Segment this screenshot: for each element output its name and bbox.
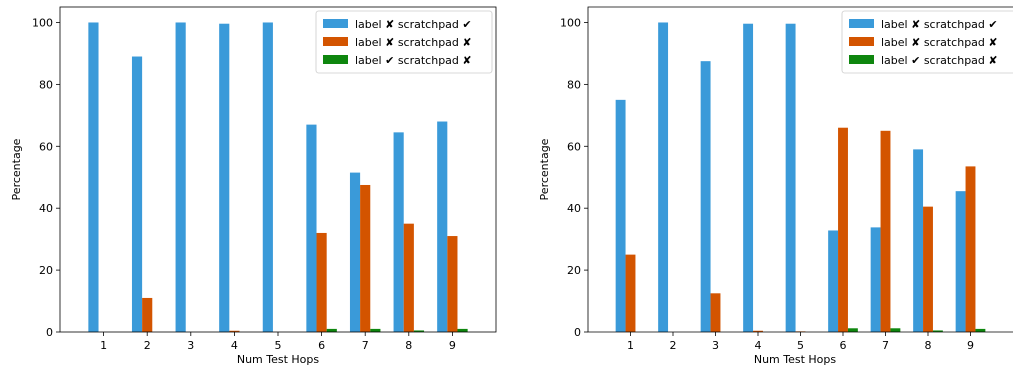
bar-2-9	[447, 236, 458, 332]
legend-swatch-1	[849, 19, 874, 28]
y-tick-label: 100	[560, 16, 581, 29]
x-tick-label: 6	[318, 339, 325, 352]
legend-label-1: label ✘ scratchpad ✔	[881, 18, 998, 31]
bar-1-2	[658, 22, 669, 332]
legend-swatch-2	[323, 37, 348, 46]
bar-2-6	[316, 232, 327, 332]
y-tick-label: 60	[39, 140, 53, 153]
bar-2-6	[838, 127, 848, 333]
x-axis-label: Num Test Hops	[237, 353, 320, 366]
bar-1-5	[262, 22, 273, 332]
y-tick-label: 0	[574, 326, 581, 339]
x-tick-label: 9	[449, 339, 456, 352]
legend-label-3: label ✔ scratchpad ✘	[355, 54, 472, 67]
x-tick-label: 1	[100, 339, 107, 352]
bar-1-3	[175, 22, 186, 332]
bar-1-7	[870, 227, 881, 332]
bar-2-2	[142, 297, 153, 332]
x-tick-label: 9	[967, 339, 974, 352]
y-tick-label: 80	[39, 78, 53, 91]
y-tick-label: 20	[567, 264, 581, 277]
bar-2-9	[965, 166, 976, 332]
legend-label-2: label ✘ scratchpad ✘	[355, 36, 472, 49]
bar-1-9	[437, 121, 448, 333]
y-tick-label: 0	[46, 326, 53, 339]
bar-1-8	[913, 149, 924, 332]
bar-3-7	[370, 328, 381, 332]
bar-3-7	[890, 328, 901, 332]
bar-1-6	[828, 230, 839, 332]
legend-label-1: label ✘ scratchpad ✔	[355, 18, 472, 31]
bar-2-3	[710, 293, 721, 332]
x-tick-label: 4	[755, 339, 762, 352]
y-tick-label: 40	[567, 202, 581, 215]
x-tick-label: 7	[882, 339, 889, 352]
bar-1-1	[615, 99, 626, 332]
axes-frame	[587, 6, 1013, 333]
bar-1-4	[219, 23, 230, 333]
bar-1-2	[131, 56, 143, 333]
x-tick-label: 6	[840, 339, 847, 352]
x-tick-label: 4	[231, 339, 238, 352]
x-tick-label: 2	[144, 339, 151, 352]
bar-3-8	[932, 330, 943, 332]
y-tick-label: 100	[32, 16, 53, 29]
x-tick-label: 7	[362, 339, 369, 352]
x-tick-label: 2	[670, 339, 677, 352]
bar-1-9	[955, 191, 966, 332]
bar-1-3	[700, 61, 711, 333]
legend-swatch-3	[323, 55, 348, 64]
y-tick-label: 80	[567, 78, 581, 91]
bar-3-6	[847, 328, 858, 332]
y-tick-label: 20	[39, 264, 53, 277]
bar-3-9	[975, 328, 986, 332]
x-tick-label: 8	[925, 339, 932, 352]
bar-2-8	[923, 206, 933, 332]
legend-label-3: label ✔ scratchpad ✘	[881, 54, 998, 67]
bar-1-5	[785, 23, 796, 333]
bar-2-8	[403, 223, 414, 332]
bar-1-8	[393, 132, 404, 332]
x-tick-label: 1	[627, 339, 634, 352]
bar-3-6	[326, 328, 337, 332]
x-tick-label: 5	[275, 339, 282, 352]
bar-2-4	[229, 330, 240, 332]
bar-2-4	[753, 330, 763, 332]
legend-swatch-3	[849, 55, 874, 64]
x-tick-label: 8	[405, 339, 412, 352]
bar-3-8	[413, 330, 425, 332]
chart-panel-1: 0 20 40 60 80 100 1 2 3 4 5 6 7 8 9 Num Test Hops Percen…	[10, 6, 497, 366]
legend: label ✘ scratchpad ✔ label ✘ scratchpad ✘…	[841, 10, 1013, 74]
bar-3-9	[457, 328, 468, 332]
legend-label-2: label ✘ scratchpad ✘	[881, 36, 998, 49]
bar-1-6	[306, 124, 317, 333]
y-axis-label: Percentage	[538, 138, 551, 200]
legend-swatch-2	[849, 37, 874, 46]
bar-1-1	[88, 22, 99, 332]
x-tick-label: 5	[797, 339, 804, 352]
bar-2-7	[880, 130, 891, 332]
axes-frame	[59, 6, 497, 333]
x-axis-label: Num Test Hops	[754, 353, 837, 366]
y-axis-label: Percentage	[10, 138, 23, 200]
x-tick-label: 3	[187, 339, 194, 352]
legend-swatch-1	[323, 19, 348, 28]
chart-panel-2: 0 20 40 60 80 100 1 2 3 4 5 6 7 8 9 Num Test Hops Percen…	[538, 6, 1013, 366]
y-tick-label: 40	[39, 202, 53, 215]
bar-1-7	[349, 172, 361, 332]
legend-box	[841, 10, 1013, 74]
y-tick-label: 60	[567, 140, 581, 153]
bar-1-4	[743, 23, 754, 333]
bar-2-7	[360, 184, 371, 332]
legend-box	[315, 10, 493, 74]
bar-2-1	[625, 254, 636, 332]
x-tick-label: 3	[712, 339, 719, 352]
legend: label ✘ scratchpad ✔ label ✘ scratchpad ✘…	[315, 10, 493, 74]
